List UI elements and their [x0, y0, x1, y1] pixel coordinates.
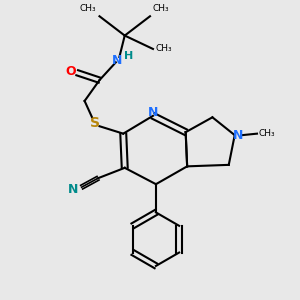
- Text: N: N: [148, 106, 158, 119]
- Text: O: O: [65, 65, 76, 78]
- Text: CH₃: CH₃: [156, 44, 172, 53]
- Text: H: H: [124, 51, 133, 62]
- Text: CH₃: CH₃: [80, 4, 97, 13]
- Text: N: N: [112, 54, 122, 67]
- Text: CH₃: CH₃: [153, 4, 169, 13]
- Text: N: N: [233, 129, 244, 142]
- Text: N: N: [68, 183, 79, 196]
- Text: CH₃: CH₃: [259, 129, 275, 138]
- Text: S: S: [90, 116, 100, 130]
